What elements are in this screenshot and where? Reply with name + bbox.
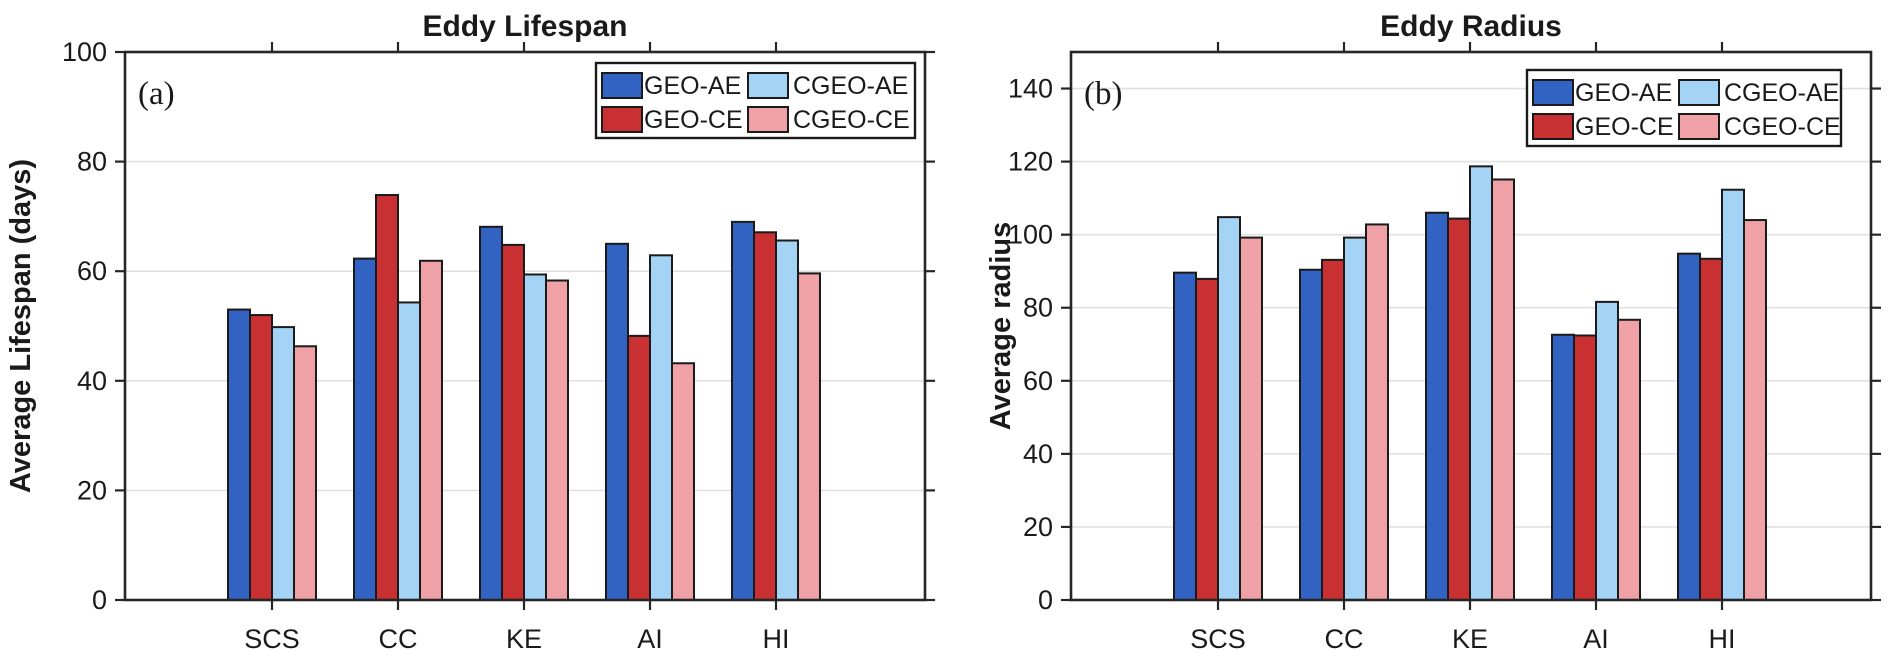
- bar-AI-GEO-AE: [1551, 333, 1575, 601]
- bar-HI-GEO-CE: [753, 231, 777, 602]
- bar-CC-GEO-CE: [1321, 258, 1345, 601]
- bar-HI-CGEO-AE: [1721, 188, 1745, 602]
- panel-label: (b): [1084, 76, 1122, 112]
- y-tick-label: 120: [1008, 147, 1053, 177]
- bar-AI-CGEO-CE: [671, 362, 695, 601]
- y-axis-label: Average Lifespan (days): [5, 159, 37, 493]
- chart-title: Eddy Radius: [1380, 10, 1562, 43]
- bar-HI-CGEO-AE: [775, 239, 799, 601]
- legend-swatch-CGEO-CE: [747, 106, 789, 133]
- bar-KE-CGEO-CE: [1491, 178, 1515, 601]
- x-tick-label: AI: [637, 624, 663, 654]
- legend-swatch-GEO-CE: [601, 106, 643, 133]
- x-tick-label: KE: [1452, 624, 1488, 654]
- bar-KE-CGEO-CE: [545, 279, 569, 601]
- bar-CC-CGEO-AE: [1343, 236, 1367, 602]
- bar-AI-CGEO-AE: [649, 254, 673, 601]
- bar-SCS-CGEO-AE: [271, 326, 295, 601]
- x-tick-label: HI: [1709, 624, 1736, 654]
- bar-KE-GEO-AE: [1425, 211, 1449, 601]
- bar-HI-GEO-CE: [1699, 257, 1723, 601]
- bar-SCS-CGEO-CE: [1239, 236, 1263, 602]
- panel-b-radius-chart: 0 20 40 60 80 100 120 140 SCS CC KE AI HI Eddy Radius…: [946, 0, 1892, 672]
- x-tick-label: HI: [763, 624, 790, 654]
- bar-CC-CGEO-CE: [419, 259, 443, 601]
- y-tick-label: 100: [1008, 220, 1053, 250]
- y-tick-label: 60: [77, 256, 107, 286]
- legend-swatch-GEO-CE: [1532, 113, 1574, 140]
- bar-AI-GEO-CE: [1573, 334, 1597, 601]
- y-tick-label: 60: [1023, 366, 1053, 396]
- bar-HI-CGEO-CE: [797, 272, 821, 601]
- bar-KE-GEO-CE: [501, 243, 525, 601]
- bar-HI-CGEO-CE: [1743, 219, 1767, 601]
- y-tick-label: 0: [92, 585, 107, 615]
- legend-swatch-CGEO-AE: [1678, 79, 1720, 106]
- legend-swatch-GEO-AE: [601, 72, 643, 99]
- legend-label-GEO-CE: GEO-CE: [644, 106, 743, 134]
- bar-KE-GEO-AE: [479, 225, 503, 601]
- bar-CC-GEO-AE: [1299, 268, 1323, 601]
- y-tick-label: 100: [62, 37, 107, 67]
- bar-SCS-GEO-AE: [227, 308, 251, 601]
- bar-SCS-GEO-CE: [249, 314, 273, 601]
- legend-label-CGEO-CE: CGEO-CE: [1724, 113, 1841, 141]
- bar-AI-GEO-AE: [605, 242, 629, 602]
- bar-AI-CGEO-AE: [1595, 300, 1619, 601]
- bar-AI-GEO-CE: [627, 334, 651, 601]
- x-tick-label: AI: [1583, 624, 1609, 654]
- bar-KE-CGEO-AE: [523, 273, 547, 601]
- bar-KE-GEO-CE: [1447, 217, 1471, 601]
- legend-label-CGEO-AE: CGEO-AE: [793, 72, 908, 100]
- legend-label-GEO-CE: GEO-CE: [1575, 113, 1674, 141]
- bar-AI-CGEO-CE: [1617, 318, 1641, 601]
- bar-SCS-CGEO-CE: [293, 345, 317, 601]
- panel-a-lifespan-chart: 0 20 40 60 80 100 SCS CC KE AI HI Eddy Lifespan Aver…: [5, 10, 935, 654]
- y-axis-label: Average radius: [985, 222, 1017, 430]
- bar-SCS-CGEO-AE: [1217, 216, 1241, 601]
- legend-swatch-CGEO-CE: [1678, 113, 1720, 140]
- bar-KE-CGEO-AE: [1469, 165, 1493, 601]
- panel-label: (a): [138, 76, 175, 112]
- chart-title: Eddy Lifespan: [422, 10, 627, 43]
- y-tick-label: 0: [1038, 585, 1053, 615]
- legend-label-CGEO-CE: CGEO-CE: [793, 106, 910, 134]
- x-tick-label: SCS: [1190, 624, 1246, 654]
- bar-CC-CGEO-CE: [1365, 223, 1389, 601]
- y-tick-label: 20: [77, 475, 107, 505]
- bar-SCS-GEO-CE: [1195, 277, 1219, 601]
- y-tick-label: 40: [77, 366, 107, 396]
- y-tick-label: 80: [1023, 293, 1053, 323]
- bar-HI-GEO-AE: [1677, 252, 1701, 601]
- x-tick-label: CC: [379, 624, 418, 654]
- bar-HI-GEO-AE: [731, 220, 755, 601]
- x-tick-label: KE: [506, 624, 542, 654]
- legend-label-GEO-AE: GEO-AE: [1575, 79, 1672, 107]
- legend-label-GEO-AE: GEO-AE: [644, 72, 741, 100]
- bar-SCS-GEO-AE: [1173, 271, 1197, 601]
- x-tick-label: CC: [1325, 624, 1364, 654]
- y-tick-label: 40: [1023, 439, 1053, 469]
- y-tick-label: 80: [77, 147, 107, 177]
- y-tick-label: 140: [1008, 74, 1053, 104]
- x-tick-label: SCS: [244, 624, 300, 654]
- legend-label-CGEO-AE: CGEO-AE: [1724, 79, 1839, 107]
- bar-CC-GEO-CE: [375, 194, 399, 601]
- bar-CC-CGEO-AE: [397, 301, 421, 601]
- legend-swatch-GEO-AE: [1532, 79, 1574, 106]
- bar-CC-GEO-AE: [353, 257, 377, 601]
- legend-swatch-CGEO-AE: [747, 72, 789, 99]
- y-tick-label: 20: [1023, 512, 1053, 542]
